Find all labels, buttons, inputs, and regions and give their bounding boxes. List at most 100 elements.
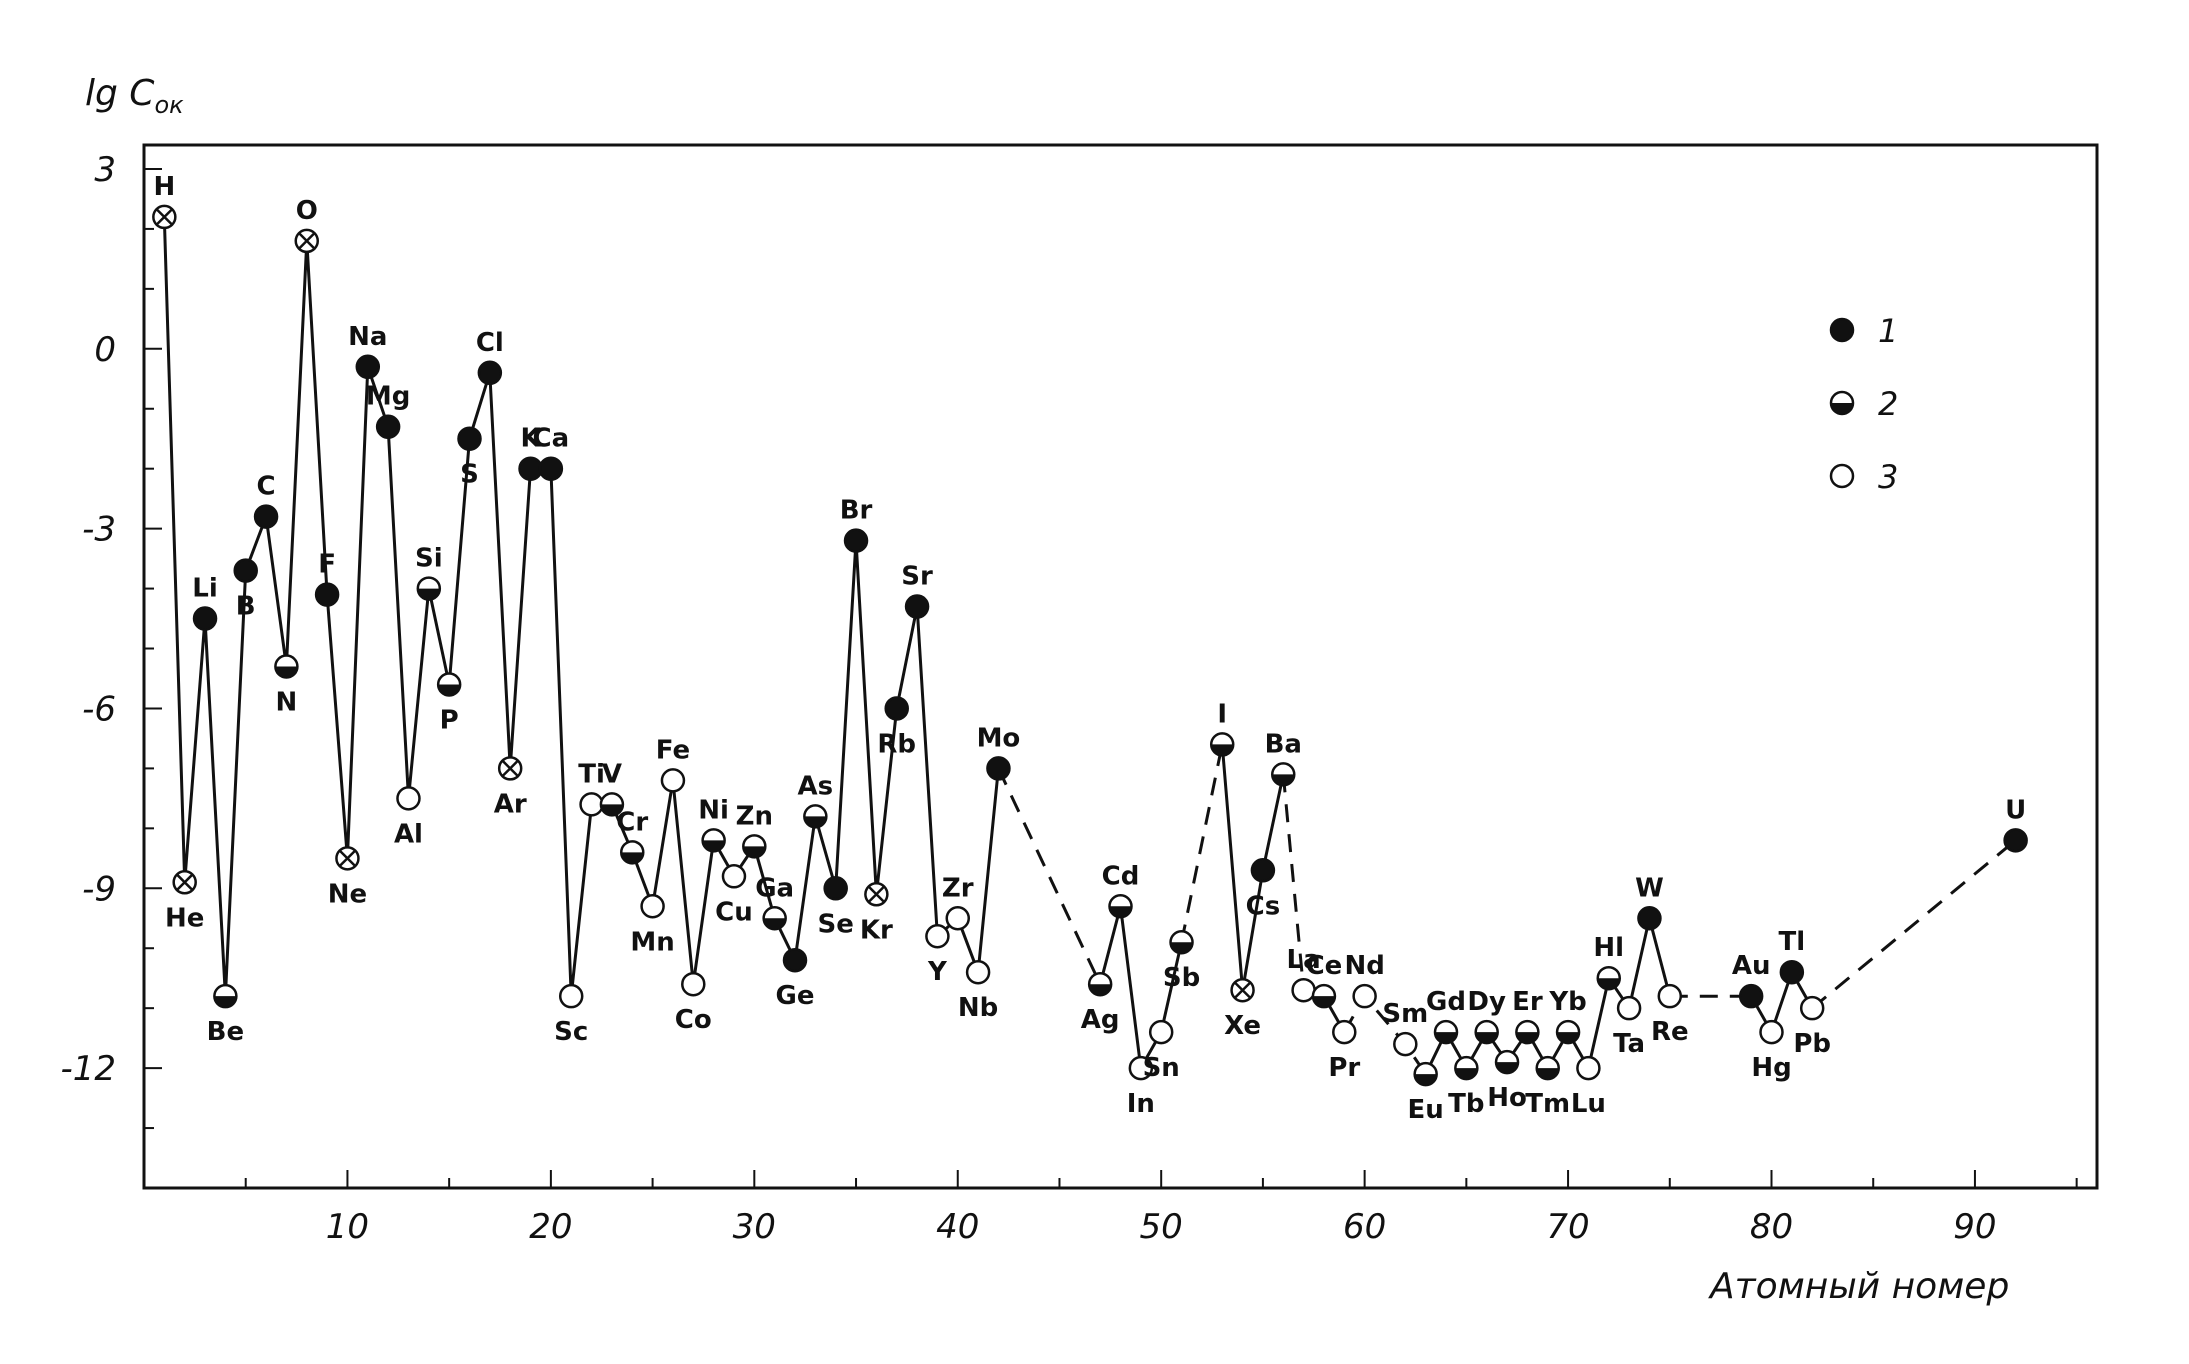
element-label-u: U (2005, 795, 2026, 825)
point-yb (1555, 1019, 1581, 1045)
marker-filled (1829, 317, 1855, 343)
marker-half-fill (1475, 1032, 1498, 1044)
point-n (274, 654, 299, 679)
element-label-s: S (460, 460, 479, 490)
marker-cross-b (868, 885, 885, 903)
element-label-yb: Yb (1548, 987, 1586, 1017)
element-label-cs: Cs (1246, 891, 1281, 921)
element-label-nd: Nd (1344, 951, 1384, 981)
point-sr (904, 594, 930, 619)
point-co (681, 971, 706, 997)
element-label-pr: Pr (1328, 1053, 1360, 1083)
marker-half-fill (1496, 1062, 1519, 1074)
element-labels: H He Li Be B C N O F Ne Na Mg Al Si P S Cl Ar KCa Sc TiV Cr Mn… (153, 172, 2026, 1125)
point-si (416, 576, 442, 601)
marker-open (925, 923, 950, 949)
marker-open (1291, 977, 1316, 1003)
element-label-ga: Ga (755, 873, 794, 903)
marker-filled (314, 582, 340, 607)
element-label-cu: Cu (715, 897, 753, 927)
point-b (233, 558, 258, 583)
element-label-f: F (318, 550, 336, 580)
x-axis-label: Атомный номер (1708, 1266, 2009, 1307)
y-tick-label: -3 (82, 510, 116, 550)
marker-open (558, 983, 584, 1009)
x-tick-label: 90 (1953, 1207, 1996, 1247)
legend-marker-half (1829, 390, 1855, 416)
point-k (518, 456, 543, 481)
element-label-ti: Ti (578, 759, 605, 789)
point-la (1291, 977, 1316, 1003)
point-tm (1535, 1055, 1560, 1081)
point-xe (1230, 977, 1255, 1003)
element-label-cr: Cr (616, 807, 648, 837)
element-label-sb: Sb (1163, 963, 1200, 993)
solid-segment (1220, 744, 1285, 991)
element-label-mn: Mn (630, 927, 674, 957)
element-label-ne: Ne (328, 879, 367, 909)
marker-half-fill (1831, 403, 1853, 414)
point-au (1738, 983, 1764, 1009)
point-cs (1250, 858, 1276, 883)
marker-filled (457, 426, 482, 451)
x-tick-label: 60 (1343, 1207, 1386, 1247)
point-nb (965, 959, 991, 985)
element-label-la: La (1287, 945, 1321, 975)
element-label-p: P (440, 705, 459, 735)
x-tick-label: 70 (1546, 1207, 1589, 1247)
point-u (2003, 828, 2028, 853)
dashed-segment (1342, 993, 1427, 1075)
marker-cross-b (339, 849, 356, 867)
element-label-h: H (153, 172, 175, 202)
marker-half-fill (1557, 1032, 1580, 1044)
point-ag (1087, 971, 1113, 997)
element-label-pb: Pb (1793, 1029, 1831, 1059)
point-tb (1454, 1055, 1479, 1081)
marker-filled (2003, 828, 2028, 853)
element-label-in: In (1127, 1089, 1155, 1119)
element-label-si: Si (415, 544, 443, 574)
marker-filled (253, 504, 279, 529)
marker-half-fill (1272, 774, 1295, 786)
element-label-mg: Mg (366, 382, 410, 412)
point-rb (884, 696, 909, 721)
element-label-fe: Fe (656, 735, 690, 765)
point-mo (986, 756, 1011, 781)
dashed-segment (1180, 744, 1224, 943)
point-kr (864, 882, 889, 907)
marker-open (640, 894, 665, 919)
point-zn (742, 834, 767, 859)
marker-half-fill (1170, 942, 1193, 954)
point-ge (782, 947, 808, 973)
point-ba (1271, 762, 1296, 787)
element-label-sr: Sr (901, 562, 933, 592)
point-gd (1433, 1019, 1459, 1045)
y-axis-label: lg Cок (85, 73, 184, 119)
point-i (1209, 732, 1235, 757)
element-label-v: V (602, 759, 622, 789)
marker-cross-b (155, 208, 173, 226)
element-label-i: I (1217, 699, 1227, 729)
point-cl (477, 360, 503, 386)
point-o (294, 228, 319, 254)
element-label-kr: Kr (860, 915, 893, 945)
series-points (152, 204, 2028, 1087)
marker-half-fill (1435, 1032, 1457, 1044)
point-pr (1332, 1019, 1357, 1045)
point-cu (721, 864, 747, 889)
element-label-eu: Eu (1408, 1095, 1444, 1125)
y-tick-label: 0 (94, 330, 116, 370)
marker-filled (355, 354, 381, 380)
point-pb (1799, 995, 1825, 1021)
marker-open (1352, 983, 1377, 1009)
point-er (1515, 1019, 1540, 1045)
marker-open (1616, 995, 1642, 1021)
marker-filled (823, 876, 848, 901)
marker-half-fill (1211, 744, 1234, 756)
point-mg (375, 414, 401, 439)
marker-half-fill (1536, 1068, 1559, 1080)
marker-open (660, 768, 686, 793)
point-ho (1494, 1049, 1520, 1075)
point-re (1657, 983, 1683, 1009)
